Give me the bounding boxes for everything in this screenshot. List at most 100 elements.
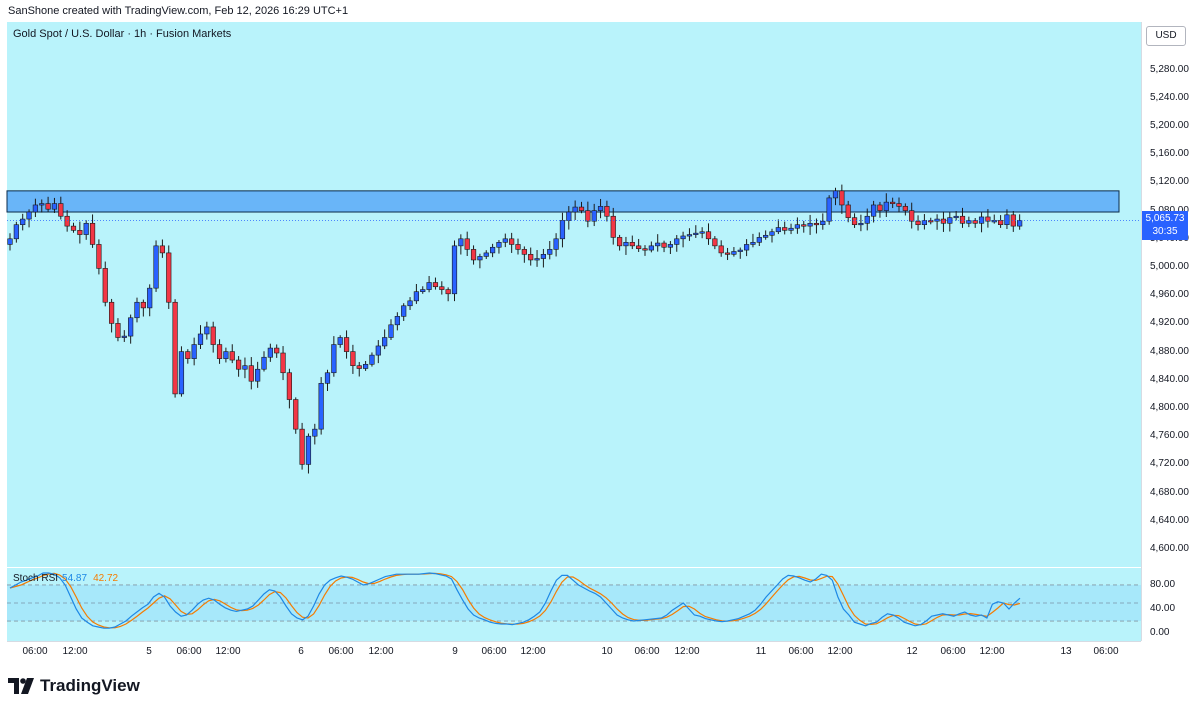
candle-down <box>585 210 591 222</box>
candle-down <box>299 428 305 465</box>
stoch-rsi-title: Stoch RSI <box>13 573 59 584</box>
candle-up <box>1017 220 1023 227</box>
candle-down <box>210 326 216 345</box>
candle-up <box>39 203 45 206</box>
candle-down <box>896 203 902 207</box>
candle-down <box>166 252 172 303</box>
candle-down <box>159 245 166 254</box>
candle-down <box>274 347 280 354</box>
candle-up <box>401 305 407 317</box>
price-tick-label: 4,640.00 <box>1150 514 1189 526</box>
candle-up <box>458 238 464 247</box>
candle-up <box>674 238 680 245</box>
price-pane[interactable] <box>7 22 1141 567</box>
candle-down <box>509 238 515 245</box>
candle-up <box>13 224 19 240</box>
candle-down <box>140 301 146 309</box>
stoch-rsi-legend[interactable]: Stoch RSI 54.87 42.72 <box>13 573 118 584</box>
candle-down <box>286 372 293 400</box>
tradingview-logo[interactable]: TradingView <box>8 676 140 696</box>
time-tick-label: 06:00 <box>176 646 202 657</box>
candle-down <box>959 215 966 224</box>
candle-down <box>343 337 350 352</box>
candle-up <box>820 220 826 226</box>
candle-down <box>439 286 445 290</box>
candle-down <box>432 282 439 288</box>
candle-down <box>515 244 521 250</box>
time-tick-label: 5 <box>146 646 152 657</box>
candle-up <box>686 234 693 237</box>
candle-up <box>267 347 273 358</box>
candle-up <box>477 256 483 261</box>
candle-down <box>604 206 610 217</box>
candle-up <box>731 251 737 255</box>
candle-down <box>236 359 242 370</box>
candle-down <box>724 252 731 255</box>
candle-up <box>255 368 261 382</box>
candle-down <box>528 254 534 261</box>
candle-down <box>928 220 934 223</box>
candle-up <box>680 235 686 240</box>
time-tick-label: 06:00 <box>481 646 507 657</box>
time-tick-label: 12:00 <box>674 646 700 657</box>
candle-up <box>699 231 705 234</box>
candle-down <box>58 203 64 217</box>
candle-up <box>375 345 381 356</box>
stoch-tick-label: 80.00 <box>1150 579 1176 590</box>
candle-up <box>502 238 508 243</box>
candle-down <box>109 301 115 324</box>
candle-up <box>743 244 750 251</box>
candle-up <box>883 201 889 211</box>
candle-up <box>496 242 502 248</box>
price-tick-label: 5,000.00 <box>1150 261 1189 272</box>
candle-down <box>839 190 845 206</box>
candle-down <box>96 244 102 269</box>
candle-down <box>115 323 121 338</box>
candle-down <box>705 231 712 240</box>
candle-up <box>864 215 870 224</box>
candle-up <box>261 356 267 370</box>
candle-up <box>655 242 661 247</box>
candle-up <box>870 204 877 217</box>
stoch-rsi-pane[interactable] <box>7 568 1141 641</box>
stoch-d-value: 42.72 <box>93 573 119 584</box>
price-tick-label: 4,680.00 <box>1150 486 1189 498</box>
price-axis[interactable] <box>1141 22 1200 641</box>
candle-up <box>153 245 159 289</box>
price-tick-label: 4,840.00 <box>1150 373 1189 385</box>
stoch-k-value: 54.87 <box>62 573 88 584</box>
stoch-tick-label: 40.00 <box>1150 603 1176 614</box>
time-axis[interactable] <box>7 641 1141 664</box>
candle-up <box>51 203 58 210</box>
candle-down <box>915 220 921 226</box>
candle-up <box>337 337 343 345</box>
candle-up <box>204 326 210 335</box>
time-tick-label: 9 <box>452 646 458 657</box>
time-tick-label: 12:00 <box>368 646 394 657</box>
candle-up <box>407 300 413 307</box>
time-tick-label: 06:00 <box>328 646 354 657</box>
candle-down <box>636 245 642 249</box>
resistance-zone <box>6 190 1120 213</box>
candle-up <box>921 220 927 226</box>
candle-up <box>483 252 489 257</box>
time-tick-label: 6 <box>298 646 304 657</box>
candle-down <box>216 344 223 359</box>
time-tick-label: 10 <box>601 646 613 657</box>
candle-down <box>801 224 807 227</box>
currency-button[interactable]: USD <box>1146 26 1186 46</box>
candle-up <box>934 218 940 222</box>
tradingview-logo-icon <box>8 678 34 694</box>
candle-down <box>464 238 470 250</box>
candle-up <box>566 211 572 221</box>
candle-up <box>312 428 318 437</box>
candle-up <box>362 363 369 369</box>
time-tick-label: 12:00 <box>520 646 546 657</box>
candle-up <box>769 231 775 236</box>
candle-up <box>978 216 985 224</box>
candle-down <box>172 301 178 395</box>
candle-up <box>20 218 26 225</box>
symbol-legend[interactable]: Gold Spot / U.S. Dollar · 1h · Fusion Ma… <box>13 28 232 40</box>
price-tick-label: 4,600.00 <box>1150 543 1189 554</box>
